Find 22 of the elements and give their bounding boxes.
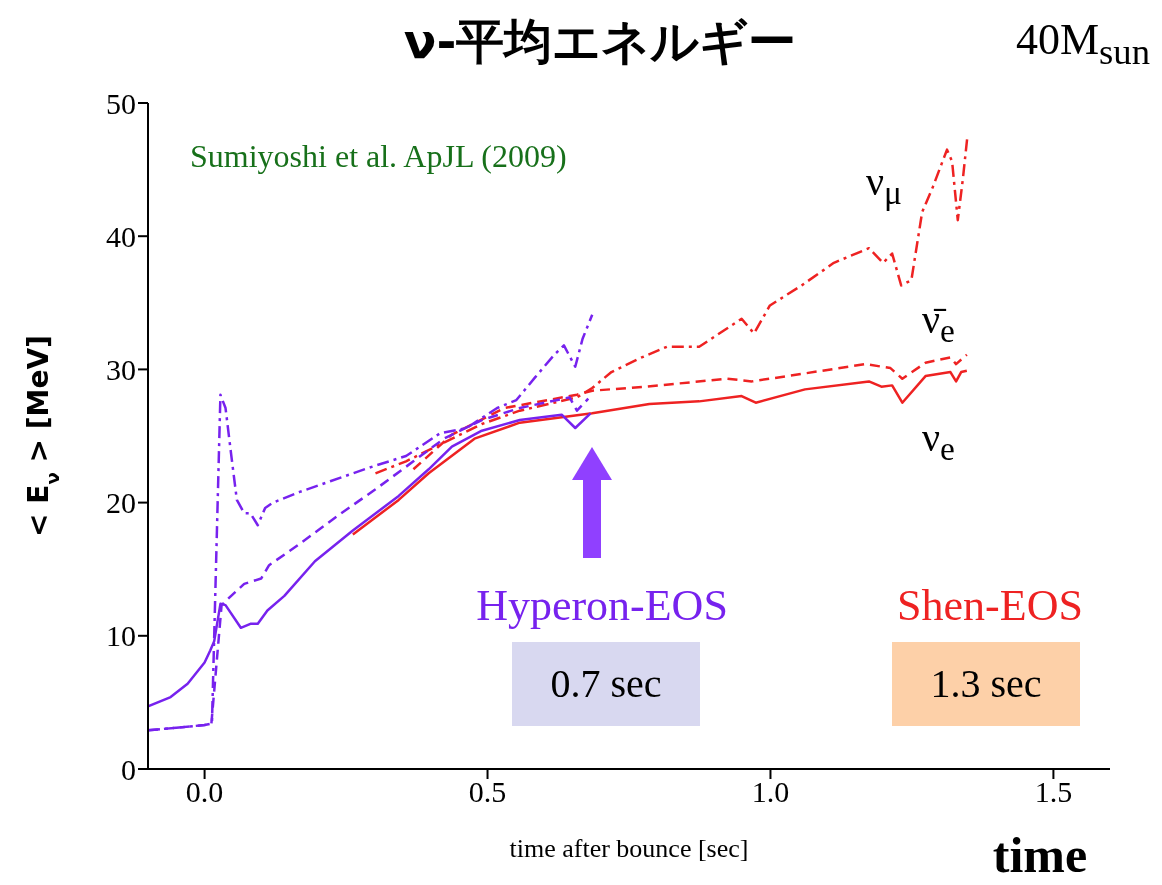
annotation: ν̄$_{e}$ xyxy=(922,296,955,350)
annotation: 0.7 sec xyxy=(512,642,700,726)
x-tick-label: 0.5 xyxy=(468,775,507,809)
annotation: ν$_{μ}$ xyxy=(866,158,902,212)
y-tick-label: 0 xyxy=(121,752,136,786)
x-tick-label: 1.0 xyxy=(751,775,790,809)
annotation: 1.3 sec xyxy=(892,642,1080,726)
annotation: ν$_{e}$ xyxy=(922,414,955,468)
y-tick-label: 20 xyxy=(106,486,136,520)
y-tick-label: 10 xyxy=(106,619,136,653)
annotation: Shen-EOS xyxy=(896,580,1084,631)
chart-title: ν-平均エネルギー xyxy=(402,12,798,71)
x-tick-label: 1.5 xyxy=(1034,775,1073,809)
chart-subtitle: 40M$_{sun}$ xyxy=(1014,14,1150,73)
y-tick-label: 30 xyxy=(106,353,136,387)
annotation: Sumiyoshi et al. ApJL (2009) xyxy=(190,138,567,175)
y-tick-label: 40 xyxy=(106,219,136,253)
annotation: Hyperon-EOS xyxy=(475,580,729,631)
x-axis-title: time after bounce [sec] xyxy=(509,834,749,863)
text: time xyxy=(991,826,1089,884)
x-tick-label: 0.0 xyxy=(185,775,224,809)
y-tick-label: 50 xyxy=(106,86,136,120)
